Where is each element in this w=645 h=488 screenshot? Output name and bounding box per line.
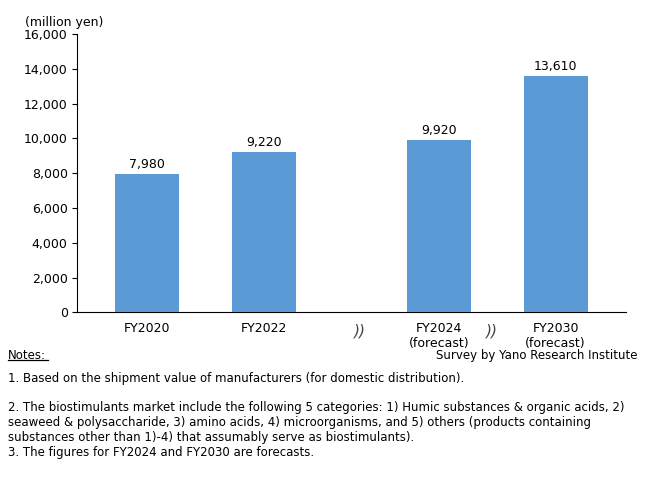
Text: 7,980: 7,980 [130,158,165,171]
Bar [232,152,296,312]
Text: (million yen): (million yen) [25,16,104,29]
Text: 3. The figures for FY2024 and FY2030 are forecasts.: 3. The figures for FY2024 and FY2030 are… [8,446,314,459]
Bar [407,140,471,312]
Text: 1. Based on the shipment value of manufacturers (for domestic distribution).: 1. Based on the shipment value of manufa… [8,372,464,386]
Bar [115,174,179,312]
Bar [524,76,588,312]
Text: 2. The biostimulants market include the following 5 categories: 1) Humic substan: 2. The biostimulants market include the … [8,401,624,444]
Text: 13,610: 13,610 [534,60,577,73]
Text: 9,220: 9,220 [246,137,282,149]
Text: Survey by Yano Research Institute: Survey by Yano Research Institute [436,349,637,362]
Text: Notes:: Notes: [8,349,46,362]
Text: 9,920: 9,920 [421,124,457,137]
Text: )): )) [353,323,366,338]
Text: )): )) [486,323,497,338]
